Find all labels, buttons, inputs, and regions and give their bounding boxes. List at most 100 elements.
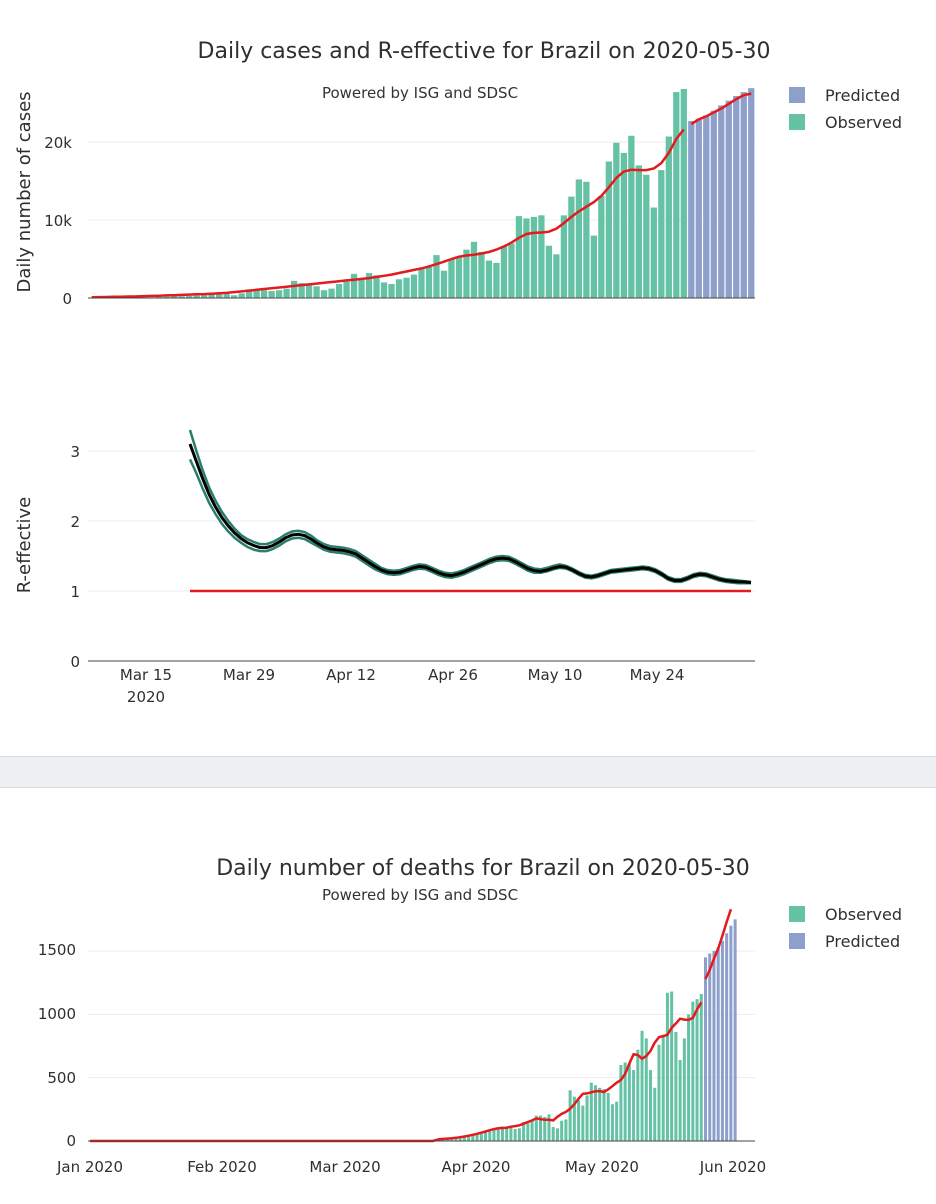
cases-bar-observed: [388, 284, 394, 298]
legend-label-observed[interactable]: Observed: [825, 113, 902, 132]
cases-bar-observed: [448, 259, 454, 298]
cases-bar-observed: [238, 293, 244, 298]
legend-swatch-predicted[interactable]: [789, 933, 805, 949]
cases-bar-predicted: [726, 101, 732, 298]
cases-y-axis-title: Daily number of cases: [14, 91, 35, 292]
cases-bar-observed: [636, 165, 642, 298]
reff-ytick-3: 3: [70, 443, 80, 461]
cases-bar-predicted: [741, 92, 747, 298]
cases-bar-observed: [591, 236, 597, 298]
deaths-panel: Daily number of deaths for Brazil on 202…: [0, 788, 936, 1200]
cases-bar-observed: [598, 196, 604, 298]
cases-bar-predicted: [718, 105, 724, 298]
deaths-bar-observed: [696, 999, 699, 1141]
deaths-bar-observed: [649, 1070, 652, 1141]
cases-bar-observed: [568, 197, 574, 298]
cases-bar-observed: [261, 290, 267, 298]
cases-bar-observed: [276, 290, 282, 298]
deaths-bar-observed: [581, 1106, 584, 1141]
legend-swatch-observed[interactable]: [789, 114, 805, 130]
cases-bar-observed: [628, 136, 634, 298]
cases-bar-observed: [651, 208, 657, 298]
deaths-bar-observed: [509, 1127, 512, 1141]
deaths-bar-observed: [556, 1128, 559, 1141]
deaths-legend[interactable]: Observed Predicted: [789, 905, 902, 951]
deaths-bar-observed: [687, 1014, 690, 1141]
cases-legend[interactable]: Predicted Observed: [789, 86, 902, 132]
legend-swatch-predicted[interactable]: [789, 87, 805, 103]
deaths-bar-observed: [615, 1102, 618, 1141]
cases-bar-observed: [471, 242, 477, 298]
reff-ytick-1: 1: [70, 583, 80, 601]
cases-bar-observed: [561, 215, 567, 298]
cases-bar-observed: [478, 252, 484, 298]
deaths-bar-observed: [586, 1095, 589, 1141]
cases-bar-observed: [268, 291, 274, 298]
cases-bar-observed: [343, 282, 349, 298]
cases-bar-observed: [433, 255, 439, 298]
reff-xtick-apr26: Apr 26: [428, 666, 478, 684]
cases-bar-observed: [643, 175, 649, 298]
cases-bar-observed: [351, 274, 357, 298]
deaths-bar-observed: [628, 1064, 631, 1141]
deaths-bar-predicted: [734, 919, 737, 1141]
deaths-bar-observed: [569, 1090, 572, 1141]
cases-ytick-0: 0: [62, 290, 72, 308]
cases-bar-observed: [493, 263, 499, 298]
deaths-chart-subtitle: Powered by ISG and SDSC: [322, 886, 518, 904]
cases-reff-svg: Daily cases and R-effective for Brazil o…: [0, 0, 936, 756]
reff-lines: [190, 430, 751, 591]
cases-bar-observed: [576, 179, 582, 298]
cases-bar-observed: [216, 294, 222, 298]
deaths-bar-observed: [636, 1050, 639, 1141]
cases-bar-observed: [336, 284, 342, 298]
cases-bar-observed: [373, 275, 379, 298]
deaths-xtick-may: May 2020: [565, 1158, 639, 1176]
deaths-bar-predicted: [717, 947, 720, 1141]
cases-bar-observed: [321, 290, 327, 298]
cases-bar-observed: [403, 278, 409, 298]
deaths-bar-observed: [594, 1085, 597, 1141]
legend-swatch-observed[interactable]: [789, 906, 805, 922]
deaths-bar-observed: [653, 1088, 656, 1141]
deaths-bar-observed: [577, 1100, 580, 1141]
cases-and-reff-panel: Daily cases and R-effective for Brazil o…: [0, 0, 936, 756]
deaths-bar-predicted: [721, 941, 724, 1141]
legend-label-predicted[interactable]: Predicted: [825, 932, 900, 951]
cases-bar-observed: [426, 267, 432, 298]
deaths-bar-observed: [531, 1121, 534, 1141]
deaths-bar-observed: [670, 992, 673, 1141]
legend-label-observed[interactable]: Observed: [825, 905, 902, 924]
reff-xtick-may24: May 24: [630, 666, 685, 684]
deaths-ytick-500: 500: [47, 1069, 76, 1087]
deaths-bar-observed: [657, 1045, 660, 1141]
deaths-bar-predicted: [725, 933, 728, 1141]
reff-xtick-apr12: Apr 12: [326, 666, 376, 684]
cases-bar-observed: [328, 289, 334, 298]
deaths-ytick-1500: 1500: [38, 941, 76, 959]
cases-bar-observed: [673, 92, 679, 298]
reff-xtick-mar15: Mar 15: [120, 666, 172, 684]
deaths-bar-observed: [488, 1130, 491, 1141]
cases-bar-observed: [306, 285, 312, 298]
cases-chart-title: Daily cases and R-effective for Brazil o…: [198, 39, 771, 64]
cases-bar-observed: [681, 89, 687, 298]
legend-label-predicted[interactable]: Predicted: [825, 86, 900, 105]
cases-bar-observed: [516, 216, 522, 298]
cases-bar-observed: [501, 246, 507, 298]
cases-bar-observed: [411, 275, 417, 298]
cases-bar-predicted: [696, 119, 702, 298]
deaths-bar-observed: [492, 1129, 495, 1141]
deaths-bar-predicted: [704, 957, 707, 1141]
cases-bar-observed: [456, 257, 462, 298]
cases-bar-observed: [658, 170, 664, 298]
cases-bar-observed: [606, 162, 612, 299]
deaths-ytick-0: 0: [66, 1132, 76, 1150]
reff-xtick-mar29: Mar 29: [223, 666, 275, 684]
reff-upper-band-line: [190, 430, 751, 582]
cases-bar-predicted: [748, 88, 754, 298]
cases-bar-observed: [381, 282, 387, 298]
reff-line: [190, 444, 751, 583]
deaths-bar-observed: [683, 1038, 686, 1141]
cases-bar-predicted: [688, 121, 694, 298]
